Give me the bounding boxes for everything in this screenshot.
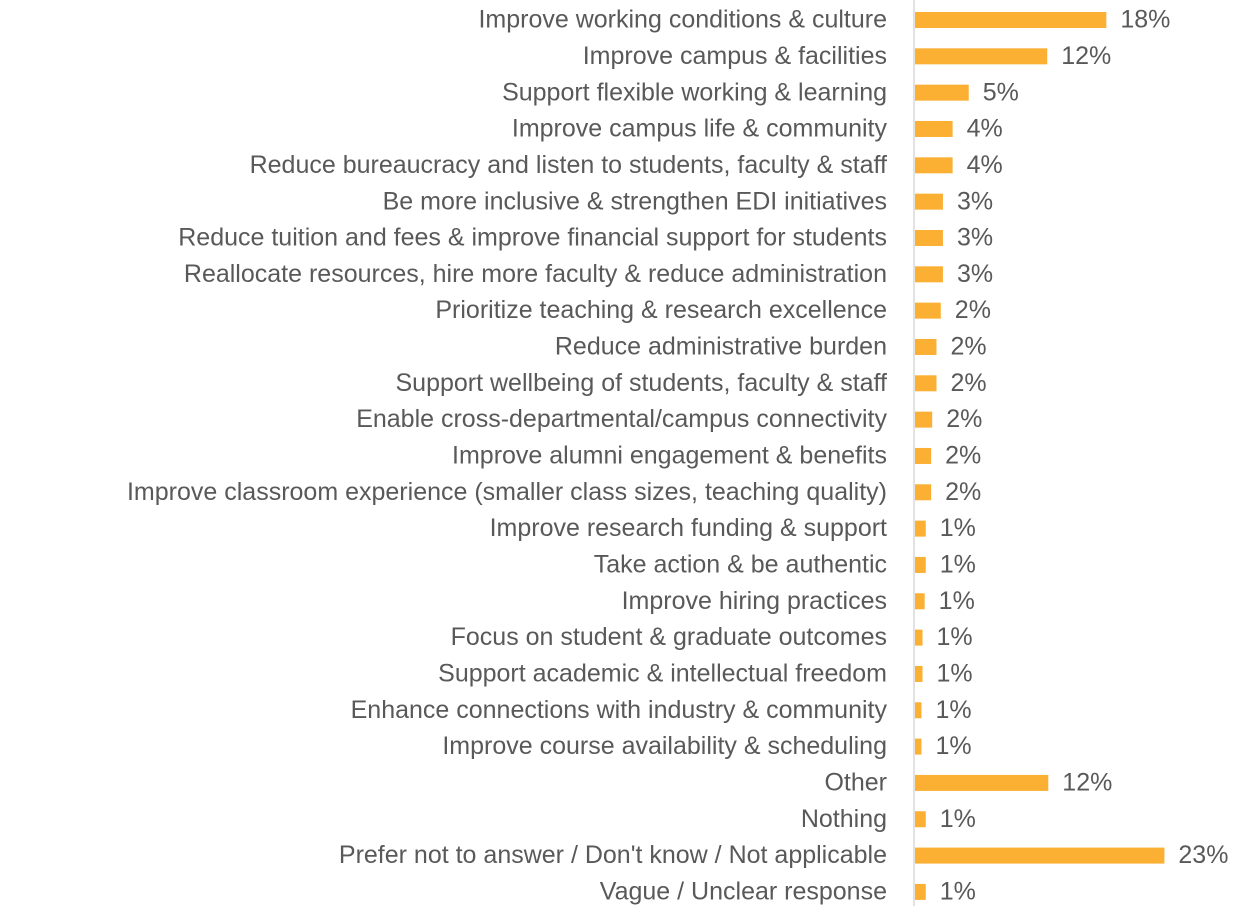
category-label: Other [824,769,887,797]
category-label: Improve research funding & support [490,514,887,542]
value-label: 3% [957,260,993,288]
category-label: Reduce bureaucracy and listen to student… [250,151,887,179]
bar [915,738,922,755]
category-label: Improve course availability & scheduling [442,732,887,760]
value-label: 2% [955,296,991,324]
category-label: Reallocate resources, hire more faculty … [184,260,887,288]
category-label: Improve campus & facilities [583,42,887,70]
bar [915,12,1107,28]
category-label: Take action & be authentic [594,551,887,579]
bar [915,157,953,174]
category-label: Reduce administrative burden [555,333,887,361]
category-label: Be more inclusive & strengthen EDI initi… [383,187,887,215]
value-label: 2% [945,442,981,470]
value-label: 12% [1061,42,1111,70]
category-label: Support wellbeing of students, faculty &… [396,369,888,397]
value-label: 1% [940,878,976,906]
category-label: Enable cross-departmental/campus connect… [356,405,887,433]
value-label: 4% [967,151,1003,179]
value-label: 2% [951,333,987,361]
value-label: 23% [1178,841,1228,869]
category-label: Improve hiring practices [622,587,887,615]
bar [915,48,1048,65]
bar [915,229,943,246]
bar [915,302,941,319]
bar [915,774,1049,791]
bar [915,811,926,828]
value-label: 1% [937,660,973,688]
bar [915,375,937,392]
category-label: Improve classroom experience (smaller cl… [127,478,887,506]
bar [915,266,943,283]
bar [915,702,922,719]
category-label: Vague / Unclear response [600,878,887,906]
value-label: 1% [940,551,976,579]
bar [915,484,932,501]
bar [915,629,923,646]
value-label: 3% [957,187,993,215]
category-label: Support academic & intellectual freedom [438,660,887,688]
value-label: 1% [935,732,971,760]
value-label: 4% [967,115,1003,143]
bar [915,665,923,682]
category-label: Nothing [801,805,887,833]
value-label: 1% [939,587,975,615]
bar [915,411,933,428]
value-label: 3% [957,224,993,252]
bar [915,520,926,537]
category-label: Reduce tuition and fees & improve financ… [178,224,887,252]
bar [915,883,926,900]
category-label: Improve working conditions & culture [478,6,887,34]
value-label: 2% [946,405,982,433]
value-label: 5% [983,78,1019,106]
value-label: 12% [1062,769,1112,797]
category-label: Improve alumni engagement & benefits [452,442,887,470]
bar [915,193,943,210]
value-label: 1% [935,696,971,724]
value-label: 2% [945,478,981,506]
value-label: 1% [937,623,973,651]
value-label: 1% [940,805,976,833]
bar [915,120,953,137]
bar [915,447,932,464]
value-label: 18% [1120,6,1170,34]
category-label: Support flexible working & learning [502,78,887,106]
bar [915,556,926,573]
category-label: Improve campus life & community [512,115,888,143]
category-label: Focus on student & graduate outcomes [451,623,887,651]
bar [915,847,1165,864]
category-label: Prefer not to answer / Don't know / Not … [339,841,887,869]
value-label: 2% [951,369,987,397]
category-label: Prioritize teaching & research excellenc… [435,296,887,324]
bar [915,84,969,101]
bar [915,593,925,610]
bar [915,338,937,355]
value-label: 1% [940,514,976,542]
category-label: Enhance connections with industry & comm… [351,696,888,724]
